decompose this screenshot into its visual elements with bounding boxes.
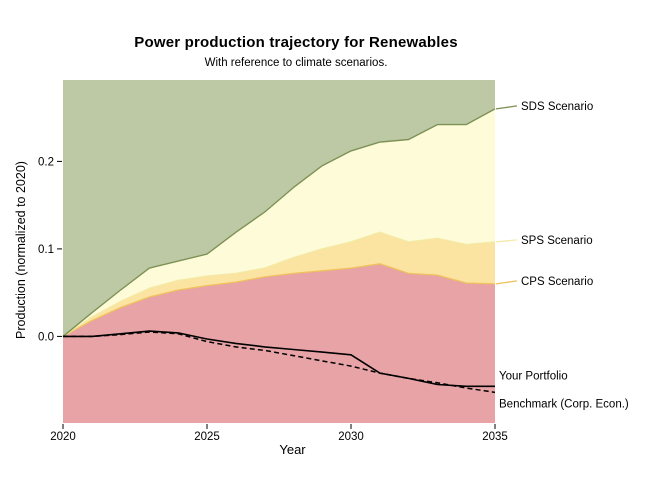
cps-area (63, 232, 495, 337)
sds-scenario-label: SDS Scenario (521, 101, 593, 113)
x-tick-label: 2035 (482, 431, 508, 443)
chart-subtitle: With reference to climate scenarios. (204, 57, 388, 69)
x-tick-label: 2030 (338, 431, 364, 443)
portfolio-label: Your Portfolio (499, 370, 568, 382)
benchmark-line (63, 331, 496, 394)
x-axis-title: Year (279, 442, 306, 457)
sps-scenario-label: SPS Scenario (521, 235, 593, 247)
cps-boundary-line (62, 263, 496, 337)
sds-scenario-label-connector (495, 105, 518, 110)
x-tick-label: 2025 (194, 431, 220, 443)
cps-scenario-label-connector (495, 280, 518, 285)
sps-scenario-label-connector (495, 239, 518, 243)
x-tick-label: 2020 (50, 431, 76, 443)
portfolio-line (63, 330, 495, 388)
sps-area (63, 108, 495, 337)
sps-boundary-line (62, 231, 496, 337)
sds-area (63, 80, 495, 337)
sds-boundary-line (62, 108, 496, 337)
y-axis-title: Production (normalized to 2020) (14, 161, 28, 339)
y-tick-label: 0.2 (38, 156, 54, 168)
y-tick-label: 0.1 (38, 244, 54, 256)
cps-scenario-label: CPS Scenario (521, 276, 593, 288)
benchmark-label: Benchmark (Corp. Econ.) (499, 398, 629, 410)
below-cps-area (63, 263, 495, 423)
chart-title: Power production trajectory for Renewabl… (134, 34, 458, 51)
y-tick-label: 0.0 (38, 331, 54, 343)
